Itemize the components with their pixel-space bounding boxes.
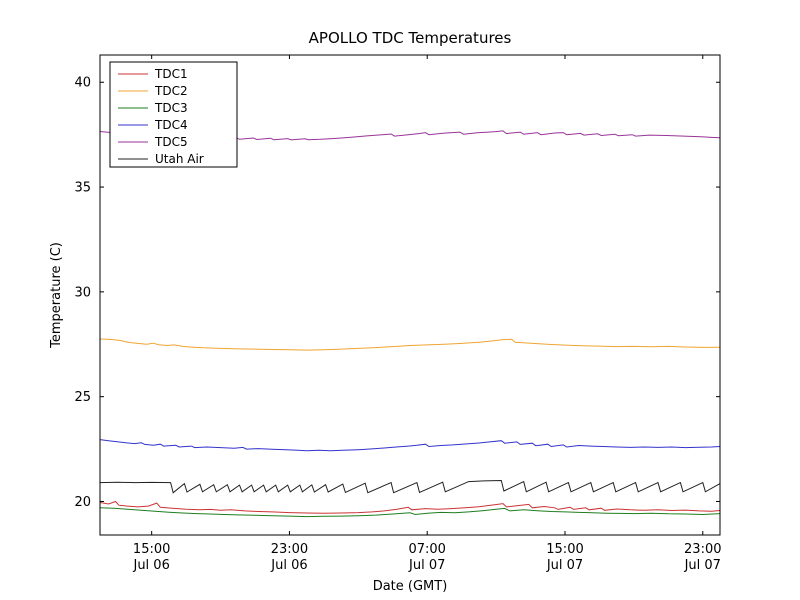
legend-label-utah-air: Utah Air — [155, 152, 204, 166]
chart-title: APOLLO TDC Temperatures — [309, 29, 512, 47]
series-line-tdc1 — [99, 500, 721, 514]
x-tick-time-label: 07:00 — [408, 542, 445, 557]
y-tick-label: 25 — [74, 390, 91, 405]
x-tick-time-label: 15:00 — [546, 542, 583, 557]
legend-box — [109, 61, 238, 168]
legend-label-tdc4: TDC4 — [154, 118, 188, 132]
legend-label-tdc1: TDC1 — [154, 67, 188, 81]
y-tick-label: 30 — [74, 285, 91, 300]
legend-label-tdc2: TDC2 — [154, 84, 188, 98]
x-tick-date-label: Jul 07 — [684, 558, 721, 573]
x-tick-date-label: Jul 07 — [546, 558, 583, 573]
legend: TDC1 TDC2 TDC3 TDC4 TDC5 Utah Air — [109, 61, 238, 168]
series-line-tdc2 — [99, 338, 721, 351]
x-tick-time-label: 23:00 — [684, 542, 721, 557]
series-line-tdc4 — [99, 439, 721, 452]
plot-frame — [99, 54, 721, 536]
y-axis-label: Temperature (C) — [49, 242, 64, 349]
x-tick-time-label: 15:00 — [133, 542, 170, 557]
series-line-utah-air — [99, 479, 721, 494]
y-tick-label: 40 — [74, 76, 91, 91]
x-tick-date-label: Jul 06 — [132, 558, 169, 573]
x-tick-time-label: 23:00 — [271, 542, 308, 557]
x-axis-label: Date (GMT) — [373, 579, 448, 594]
series-line-tdc3 — [99, 507, 721, 518]
series-layer — [99, 130, 721, 518]
y-tick-label: 35 — [74, 181, 91, 196]
y-tick-label: 20 — [74, 495, 91, 510]
x-tick-date-label: Jul 07 — [408, 558, 445, 573]
legend-label-tdc3: TDC3 — [154, 101, 188, 115]
x-tick-date-label: Jul 06 — [270, 558, 307, 573]
legend-label-tdc5: TDC5 — [154, 135, 188, 149]
